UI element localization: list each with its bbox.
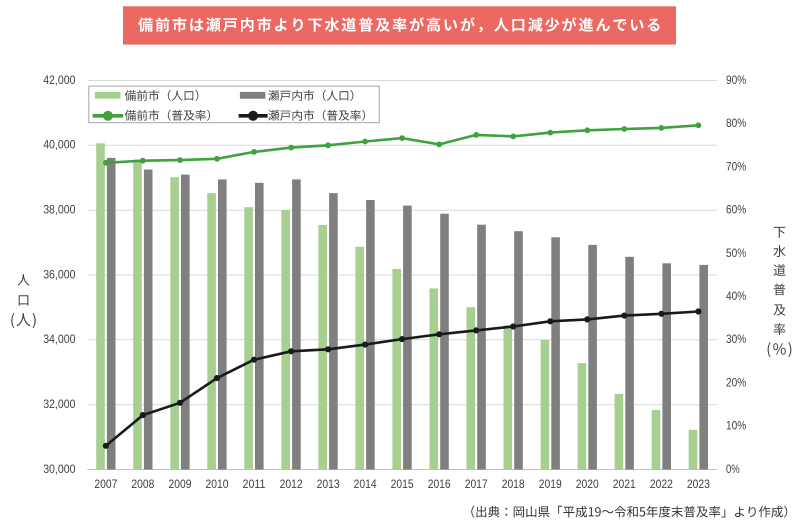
svg-text:90%: 90%	[726, 73, 746, 87]
svg-text:50%: 50%	[726, 246, 746, 260]
svg-text:10%: 10%	[726, 419, 746, 433]
svg-text:40,000: 40,000	[43, 138, 76, 152]
svg-text:0%: 0%	[726, 462, 740, 476]
svg-text:36,000: 36,000	[43, 267, 76, 281]
svg-text:2016: 2016	[428, 477, 451, 491]
svg-text:2010: 2010	[206, 477, 229, 491]
svg-text:80%: 80%	[726, 116, 746, 130]
svg-text:2019: 2019	[539, 477, 562, 491]
svg-text:30%: 30%	[726, 332, 746, 346]
svg-text:2013: 2013	[317, 477, 340, 491]
svg-text:60%: 60%	[726, 203, 746, 217]
svg-text:34,000: 34,000	[43, 332, 76, 346]
svg-text:30,000: 30,000	[43, 462, 76, 476]
svg-text:32,000: 32,000	[43, 397, 76, 411]
svg-text:2007: 2007	[94, 477, 117, 491]
svg-text:70%: 70%	[726, 159, 746, 173]
svg-text:2021: 2021	[613, 477, 636, 491]
svg-text:2009: 2009	[169, 477, 192, 491]
svg-text:42,000: 42,000	[43, 73, 76, 87]
svg-text:38,000: 38,000	[43, 203, 76, 217]
svg-text:2020: 2020	[576, 477, 599, 491]
svg-text:2012: 2012	[280, 477, 303, 491]
svg-text:2022: 2022	[650, 477, 673, 491]
svg-text:2018: 2018	[502, 477, 525, 491]
svg-text:2017: 2017	[465, 477, 488, 491]
svg-text:2011: 2011	[243, 477, 266, 491]
svg-text:2014: 2014	[354, 477, 377, 491]
svg-text:2008: 2008	[131, 477, 154, 491]
svg-text:20%: 20%	[726, 376, 746, 390]
svg-text:2023: 2023	[687, 477, 710, 491]
svg-text:40%: 40%	[726, 289, 746, 303]
svg-text:2015: 2015	[391, 477, 414, 491]
